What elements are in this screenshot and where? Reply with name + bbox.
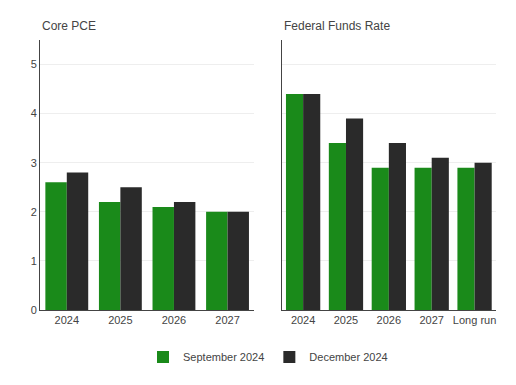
svg-text:Federal Funds Rate: Federal Funds Rate [284,19,390,33]
svg-text:Long run: Long run [453,314,496,326]
svg-text:2025: 2025 [334,314,358,326]
svg-text:2027: 2027 [419,314,443,326]
svg-text:2026: 2026 [162,314,186,326]
svg-text:0: 0 [31,304,37,316]
svg-text:2024: 2024 [291,314,315,326]
svg-text:5: 5 [31,58,37,70]
svg-text:September 2024: September 2024 [183,351,264,363]
svg-text:4: 4 [31,107,37,119]
svg-text:2026: 2026 [377,314,401,326]
svg-text:3: 3 [31,157,37,169]
svg-text:2027: 2027 [215,314,239,326]
svg-text:2: 2 [31,206,37,218]
svg-text:1: 1 [31,255,37,267]
svg-text:Core PCE: Core PCE [42,19,96,33]
svg-text:2025: 2025 [108,314,132,326]
svg-text:December 2024: December 2024 [309,351,387,363]
svg-text:2024: 2024 [55,314,79,326]
